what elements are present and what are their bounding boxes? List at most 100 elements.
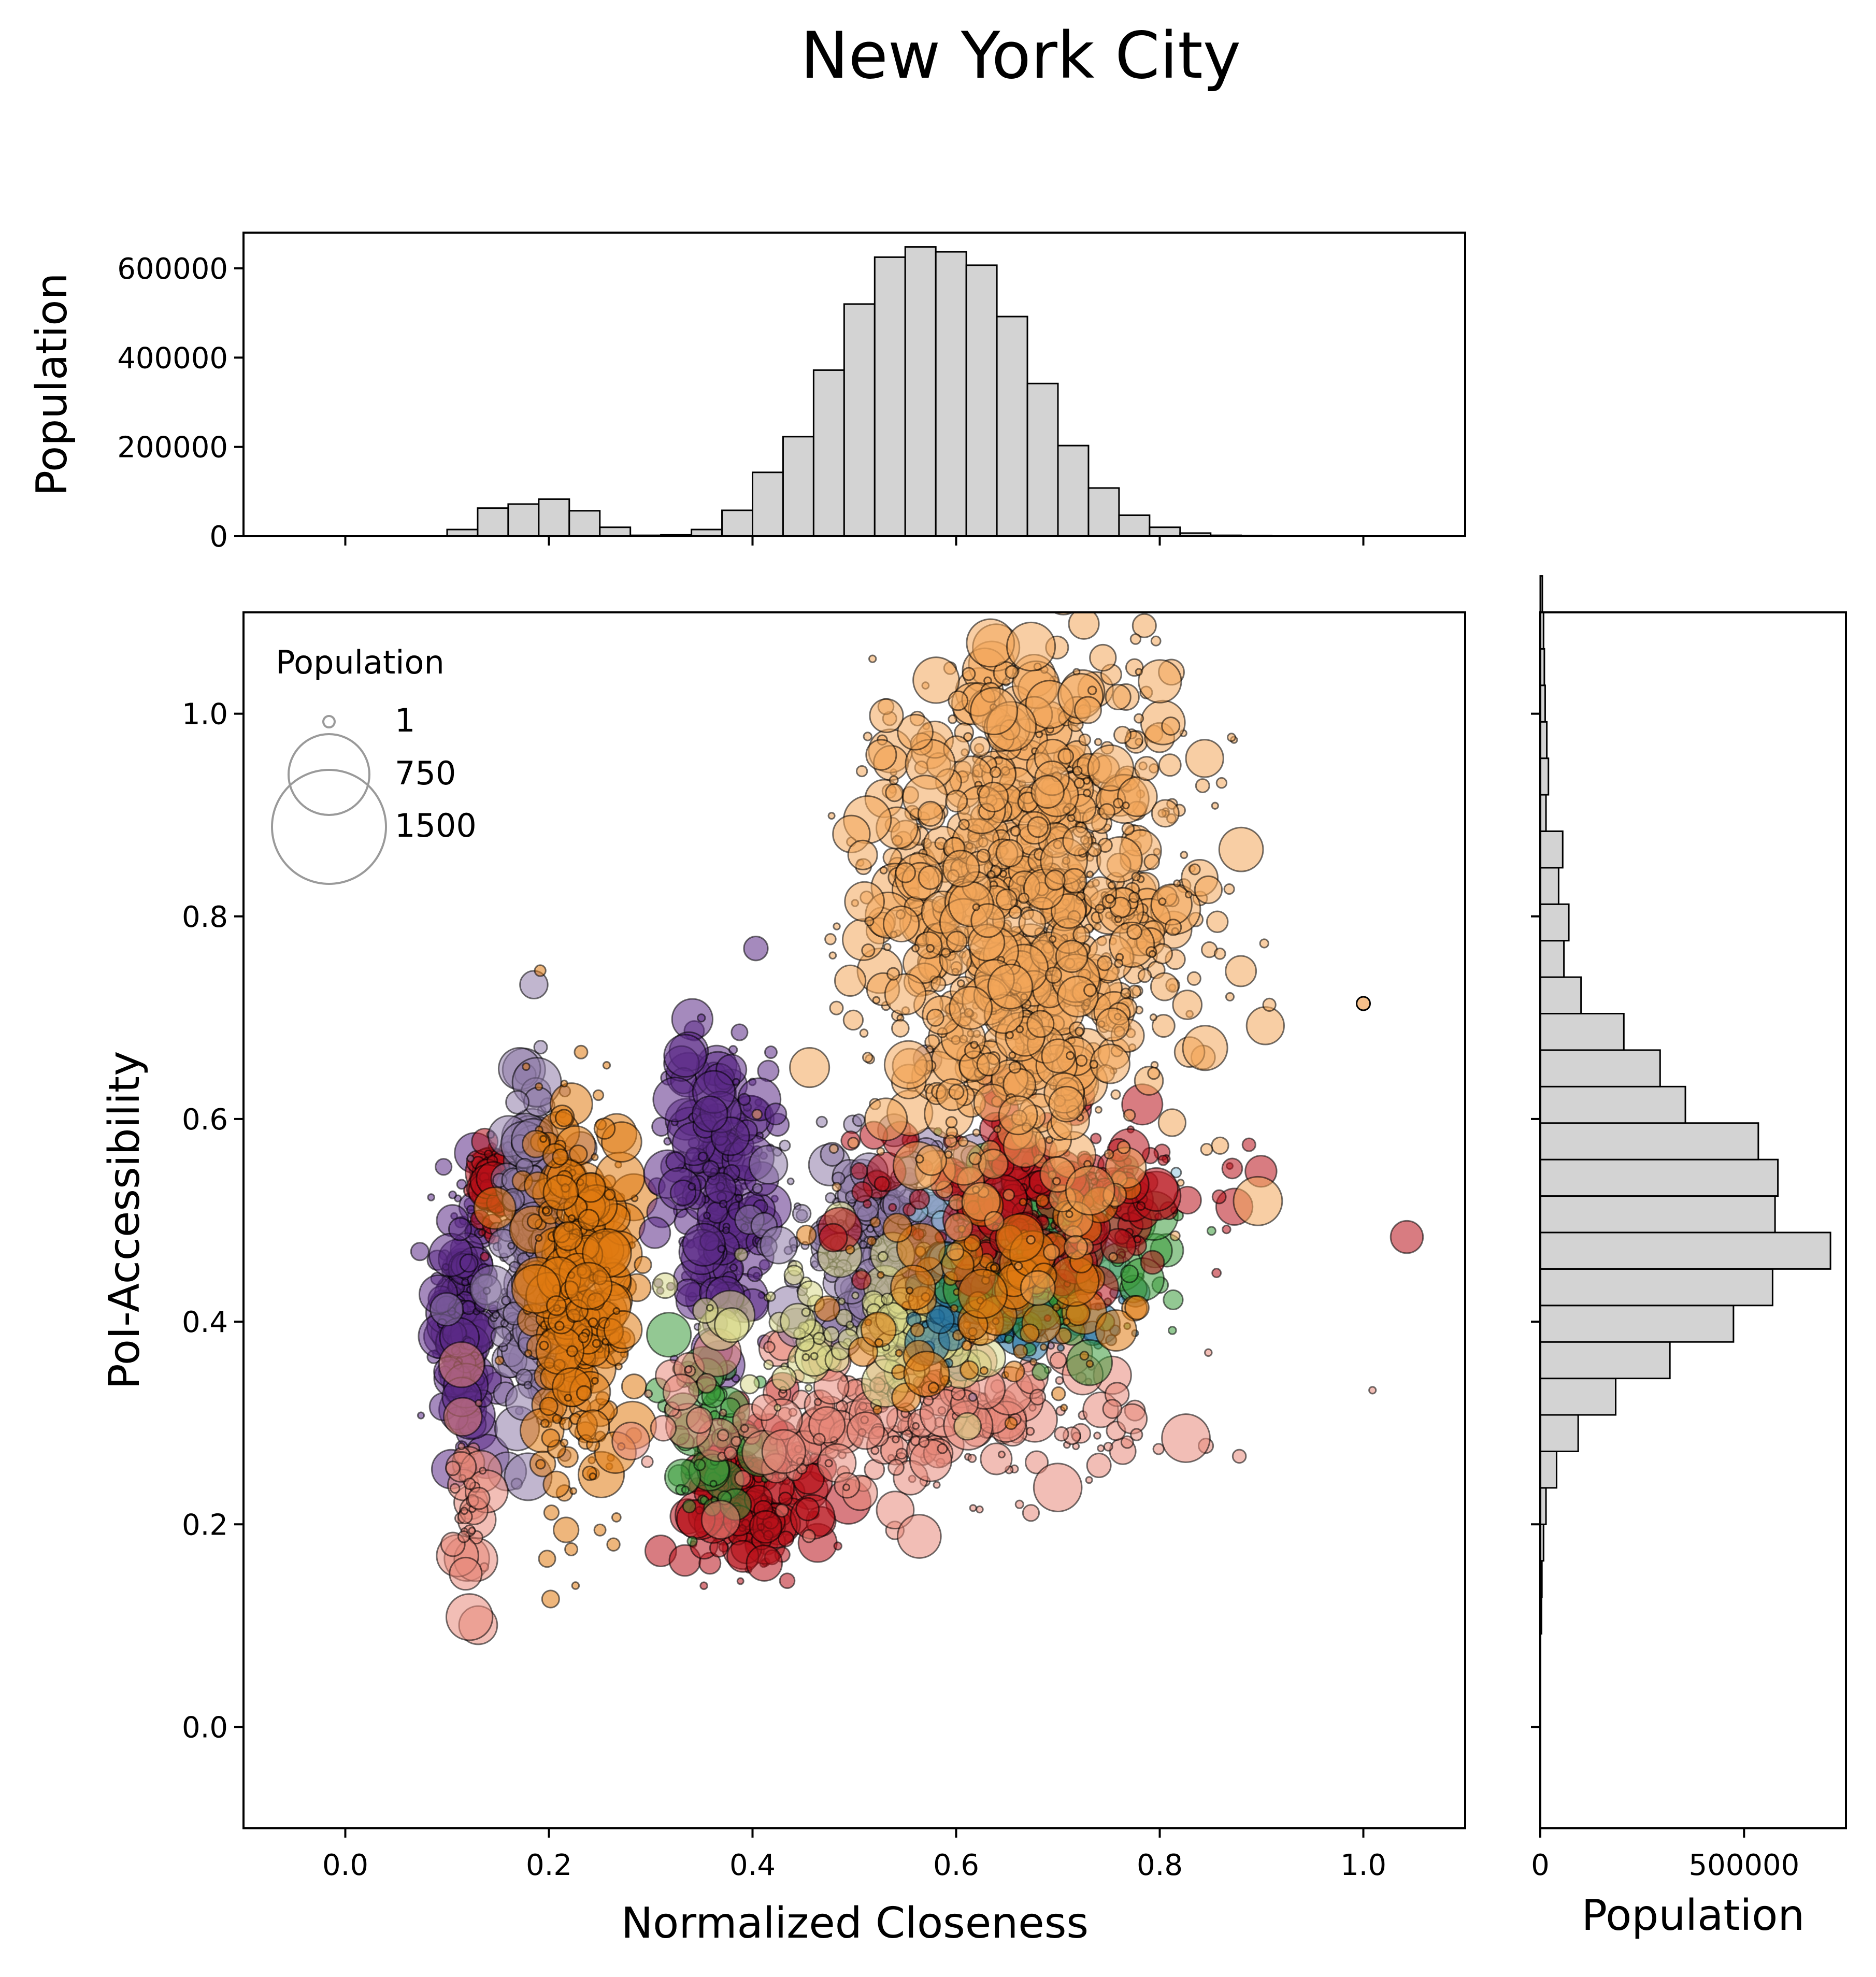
scatter-point — [1108, 1252, 1118, 1262]
scatter-point — [828, 951, 837, 960]
scatter-point — [877, 1251, 889, 1262]
scatter-point — [869, 1216, 881, 1228]
chart-title: New York City — [800, 19, 1241, 93]
scatter-point — [1163, 1289, 1184, 1310]
scatter-point — [1150, 972, 1179, 1001]
scatter-point — [652, 1272, 679, 1299]
scatter-point — [1095, 1007, 1130, 1042]
right-histogram-frame — [1539, 611, 1847, 1829]
scatter-point — [995, 839, 1024, 868]
top-histogram-bar — [1118, 514, 1151, 537]
scatter-point — [1085, 1476, 1093, 1484]
scatter-point — [1113, 798, 1124, 809]
scatter-point — [445, 1593, 494, 1641]
scatter-point — [886, 967, 900, 981]
scatter-point — [823, 1326, 840, 1343]
scatter-point — [779, 1139, 791, 1152]
scatter-point — [751, 1109, 763, 1120]
main-ylabel: PoI-Accessibility — [100, 1051, 149, 1389]
scatter-point — [962, 667, 976, 681]
scatter-points — [410, 566, 1424, 1645]
scatter-point — [717, 1429, 729, 1442]
scatter-point — [567, 1214, 576, 1223]
scatter-point — [1042, 1243, 1061, 1261]
scatter-point — [1121, 566, 1160, 605]
scatter-point — [539, 1396, 558, 1416]
scatter-point — [593, 1523, 607, 1537]
scatter-point — [976, 1052, 1000, 1077]
scatter-point — [467, 1486, 491, 1510]
scatter-point — [543, 1504, 560, 1521]
scatter-point — [621, 1373, 647, 1400]
scatter-point — [1213, 948, 1226, 960]
scatter-point — [958, 819, 970, 830]
right-histogram-bar — [1539, 1195, 1776, 1234]
scatter-point — [552, 1148, 569, 1166]
scatter-point — [906, 1286, 914, 1295]
legend-label-1: 1 — [395, 701, 415, 739]
scatter-point — [761, 1429, 807, 1474]
scatter-point — [986, 870, 996, 879]
scatter-point — [1015, 1025, 1024, 1034]
scatter-point — [728, 1045, 738, 1055]
scatter-point — [1136, 1201, 1146, 1211]
scatter-point — [722, 1226, 730, 1235]
right-histogram-bar — [1539, 940, 1565, 978]
scatter-point — [747, 1266, 763, 1282]
scatter-point — [864, 1097, 908, 1141]
scatter-point — [541, 1428, 561, 1448]
scatter-point — [801, 1529, 816, 1543]
scatter-point — [533, 1040, 548, 1055]
scatter-point — [731, 1436, 742, 1448]
scatter-point — [818, 1223, 848, 1253]
scatter-point — [1066, 1051, 1075, 1061]
scatter-point — [460, 1507, 469, 1515]
scatter-point — [896, 1514, 942, 1559]
scatter-point — [1097, 1444, 1105, 1453]
scatter-point — [1120, 987, 1132, 999]
scatter-point — [466, 1154, 475, 1163]
scatter-point — [729, 1263, 738, 1272]
scatter-point — [1368, 1386, 1377, 1395]
scatter-point — [1128, 892, 1140, 904]
scatter-point — [1158, 753, 1182, 777]
scatter-point — [706, 1303, 714, 1312]
legend-title: Population — [276, 643, 445, 681]
scatter-point — [1170, 1167, 1182, 1179]
scatter-point — [948, 690, 969, 711]
scatter-point — [851, 1181, 873, 1203]
scatter-point — [825, 1192, 836, 1204]
scatter-point — [1010, 826, 1021, 837]
top-histogram-ticks: 0 200000 400000 600000 — [117, 252, 1365, 554]
scatter-point — [946, 930, 968, 953]
scatter-point — [505, 1090, 530, 1115]
scatter-point — [1218, 826, 1264, 872]
scatter-point — [1068, 612, 1100, 640]
scatter-point — [1051, 1386, 1066, 1401]
scatter-point — [691, 1095, 728, 1133]
scatter-point — [1135, 668, 1143, 676]
scatter-point — [1149, 1013, 1157, 1022]
scatter-point — [1095, 904, 1105, 914]
scatter-point — [743, 936, 769, 962]
right-histogram-bar — [1539, 1450, 1557, 1489]
scatter-point — [564, 1394, 572, 1402]
scatter-point — [1095, 1309, 1138, 1352]
scatter-point — [723, 1446, 738, 1460]
scatter-point — [846, 1411, 885, 1450]
scatter-point — [851, 1269, 872, 1291]
scatter-point — [827, 812, 836, 820]
scatter-point — [588, 1317, 598, 1328]
scatter-point — [833, 922, 841, 930]
scatter-point — [1180, 851, 1188, 859]
scatter-point — [778, 1492, 793, 1507]
scatter-point — [542, 1470, 570, 1498]
scatter-point — [1005, 665, 1019, 679]
scatter-point — [1195, 778, 1210, 794]
scatter-point — [950, 1304, 958, 1313]
scatter-point — [897, 713, 934, 751]
scatter-point — [479, 1467, 487, 1475]
scatter-point — [1072, 766, 1083, 776]
scatter-point — [1045, 1136, 1053, 1144]
scatter-point — [815, 1115, 828, 1128]
